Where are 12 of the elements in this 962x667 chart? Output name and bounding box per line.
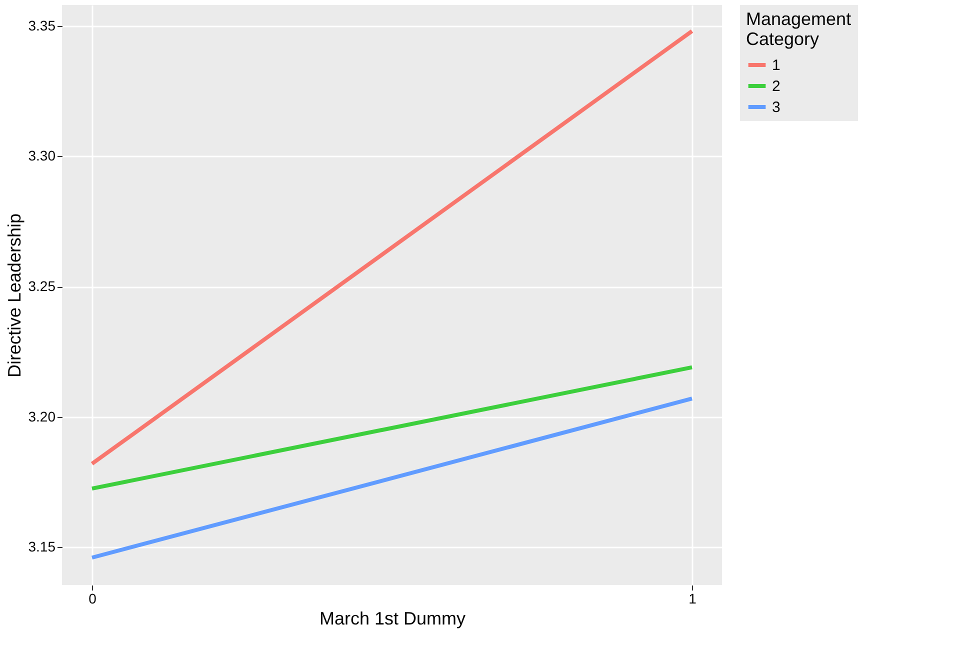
y-tick-label: 3.25 — [28, 278, 56, 294]
legend-label: 1 — [772, 57, 780, 74]
x-axis-title: March 1st Dummy — [319, 608, 466, 628]
legend-label: 3 — [772, 99, 780, 116]
x-tick-label: 0 — [88, 590, 97, 606]
y-tick-label: 3.20 — [28, 408, 56, 424]
legend-title: Management Category — [746, 9, 852, 49]
y-tick-label: 3.15 — [28, 538, 56, 555]
y-tick-label: 3.35 — [28, 17, 56, 34]
legend-label: 2 — [772, 78, 780, 95]
y-tick-label: 3.30 — [28, 148, 56, 164]
y-axis-title: Directive Leadership — [4, 213, 24, 378]
